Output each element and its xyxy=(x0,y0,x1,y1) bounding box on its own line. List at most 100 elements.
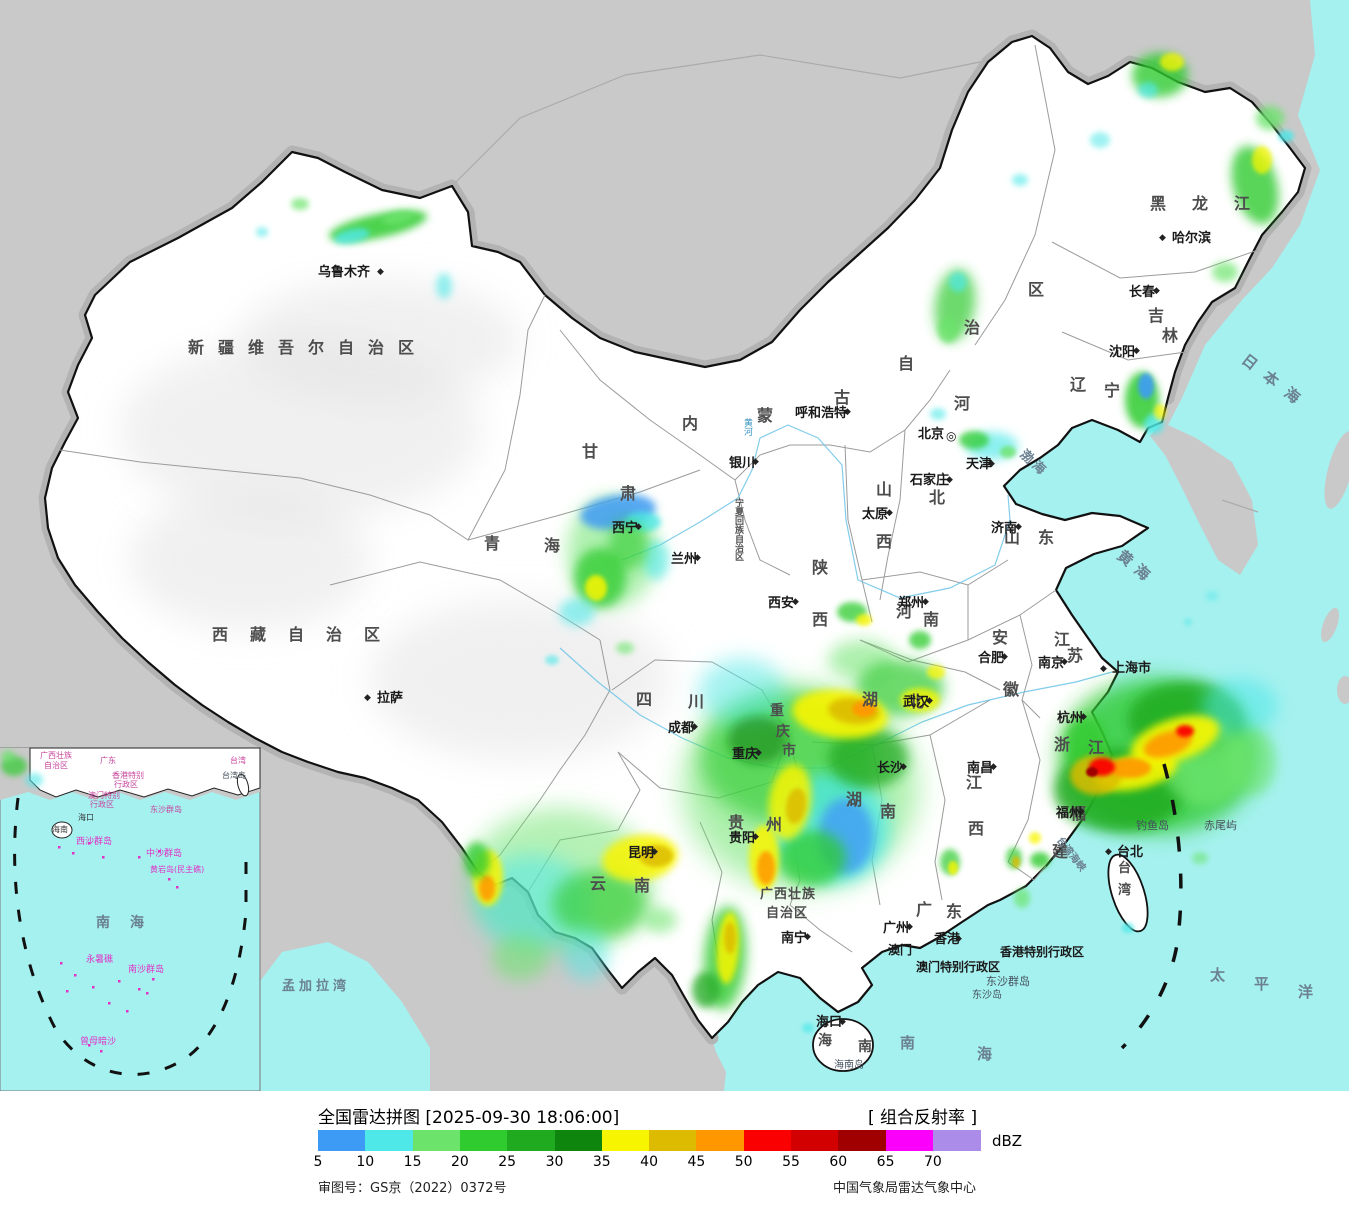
legend-value: 10 xyxy=(356,1154,375,1170)
radar-echo xyxy=(436,273,452,299)
river xyxy=(621,424,1011,599)
radar-echo xyxy=(1029,832,1041,844)
legend-swatch-20dbz xyxy=(459,1130,508,1151)
credit-label: 中国气象局雷达气象中心 xyxy=(833,1181,977,1196)
island-dot xyxy=(88,842,91,845)
radar-echo xyxy=(900,688,940,712)
radar-echo xyxy=(1014,888,1030,908)
radar-echo xyxy=(959,431,989,449)
radar-echo xyxy=(757,851,775,885)
legend-swatch-40dbz xyxy=(649,1130,697,1151)
radar-echo xyxy=(1228,729,1276,795)
radar-echo xyxy=(927,665,945,679)
legend-value: 20 xyxy=(450,1154,469,1170)
radar-echo xyxy=(1154,404,1166,420)
radar-echo xyxy=(852,701,876,717)
island-dot xyxy=(60,962,63,965)
island-dot xyxy=(108,1002,111,1005)
radar-echo xyxy=(938,317,958,343)
radar-echo xyxy=(1,750,15,762)
legend-value: 30 xyxy=(545,1154,564,1170)
radar-echo xyxy=(256,227,268,237)
radar-echo xyxy=(909,631,931,649)
island-dot xyxy=(126,1010,129,1013)
product-label: [ 组合反射率 ] xyxy=(868,1108,978,1128)
legend-value: 45 xyxy=(687,1154,706,1170)
radar-echo xyxy=(1192,852,1208,864)
radar-echo xyxy=(1138,373,1154,399)
legend-value: 5 xyxy=(313,1154,323,1170)
approval-number: 审图号：GS京（2022）0372号 xyxy=(318,1181,507,1196)
radar-echo xyxy=(1202,678,1278,734)
island-dot xyxy=(146,992,149,995)
nine-dash-line xyxy=(1120,763,1183,1050)
taiwan-island xyxy=(1107,853,1149,933)
island-dot xyxy=(118,980,121,983)
south-china-sea-inset xyxy=(0,747,261,1091)
radar-echo xyxy=(492,935,548,981)
radar-echo xyxy=(1184,618,1192,626)
radar-echo-layer xyxy=(256,53,1294,1033)
radar-echo xyxy=(479,875,495,901)
island-dot xyxy=(138,988,141,991)
island-dot xyxy=(102,856,105,859)
radar-echo xyxy=(559,598,595,626)
legend-swatch-15dbz xyxy=(412,1130,461,1151)
island-dot xyxy=(176,886,179,889)
legend-swatch-45dbz xyxy=(696,1130,745,1151)
radar-echo xyxy=(608,520,648,570)
radar-echo xyxy=(1090,132,1110,148)
island-dot xyxy=(100,1050,103,1053)
legend-swatch-50dbz xyxy=(743,1130,792,1151)
radar-echo xyxy=(1138,82,1158,98)
radar-echo xyxy=(291,198,309,210)
legend-swatch-25dbz xyxy=(507,1130,555,1151)
island-dot xyxy=(152,978,155,981)
radar-echo xyxy=(724,922,736,954)
legend-value: 40 xyxy=(640,1154,659,1170)
radar-echo xyxy=(1176,725,1194,737)
island-dot xyxy=(66,990,69,993)
hainan-island xyxy=(812,1018,874,1072)
island-dot xyxy=(88,1044,91,1047)
legend-value: 35 xyxy=(592,1154,611,1170)
radar-echo xyxy=(585,575,607,601)
radar-echo xyxy=(643,907,677,933)
radar-echo xyxy=(1256,106,1284,130)
legend-value: 60 xyxy=(829,1154,848,1170)
legend-footer: 全国雷达拼图 [2025-09-30 18:06:00] [ 组合反射率 ] d… xyxy=(0,1091,1349,1208)
radar-echo xyxy=(778,830,846,886)
legend-swatch-35dbz xyxy=(601,1130,650,1151)
radar-echo xyxy=(949,272,967,292)
island-dot xyxy=(168,878,171,881)
radar-echo xyxy=(802,1023,814,1033)
legend-value: 15 xyxy=(403,1154,422,1170)
island-dot xyxy=(74,974,77,977)
island-dot xyxy=(58,846,61,849)
island-dot xyxy=(138,856,141,859)
legend-value: 55 xyxy=(782,1154,800,1170)
radar-echo xyxy=(1012,174,1028,186)
map-title: 全国雷达拼图 [2025-09-30 18:06:00] xyxy=(318,1108,620,1128)
island-dot xyxy=(92,986,95,989)
radar-echo xyxy=(382,211,414,225)
radar-echo xyxy=(1212,262,1238,282)
radar-echo xyxy=(334,228,370,244)
radar-echo xyxy=(563,927,609,981)
radar-echo xyxy=(1278,130,1294,142)
radar-echo xyxy=(1252,146,1272,174)
radar-map-canvas xyxy=(0,0,1349,1091)
legend-value: 65 xyxy=(876,1154,895,1170)
legend-value: 70 xyxy=(923,1154,942,1170)
legend-swatch-10dbz xyxy=(365,1130,414,1151)
radar-echo xyxy=(643,540,669,580)
island-dot xyxy=(72,852,75,855)
radar-echo xyxy=(1012,856,1020,868)
radar-echo xyxy=(856,614,872,626)
radar-echo xyxy=(25,773,43,787)
legend-swatch-55dbz xyxy=(791,1130,839,1151)
island-dot xyxy=(158,850,161,853)
radar-echo xyxy=(692,972,720,1008)
radar-echo xyxy=(828,728,908,788)
